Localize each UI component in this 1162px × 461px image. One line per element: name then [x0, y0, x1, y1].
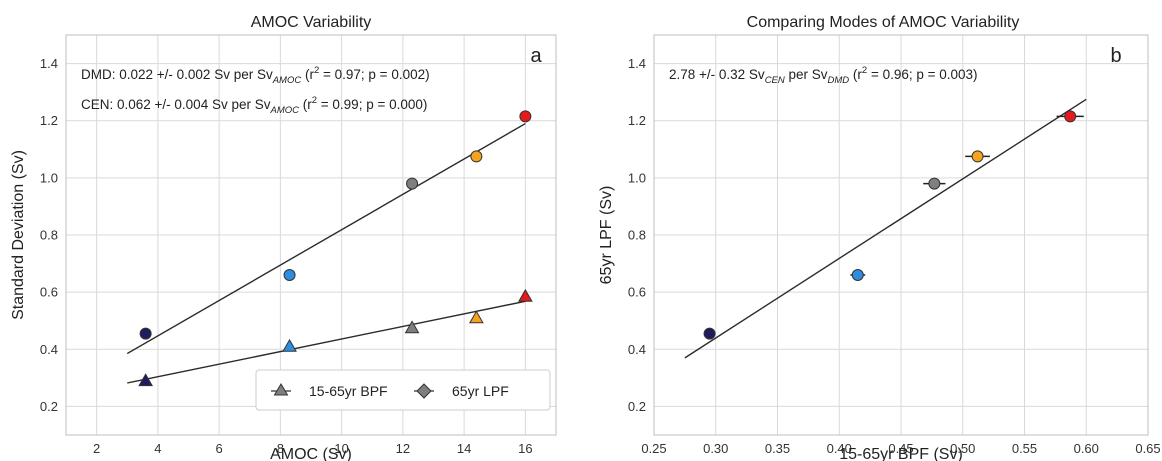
panel-b-annotation: 2.78 +/- 0.32 SvCEN per SvDMD (r2 = 0.96… [669, 65, 978, 86]
y-tick-label: 0.4 [40, 342, 58, 357]
x-tick-label: 8 [277, 441, 284, 456]
fit-line [127, 300, 526, 384]
panel-b-plot-area [653, 34, 1149, 436]
panel-a-grid [66, 35, 556, 435]
panel-b-letter: b [1110, 45, 1121, 67]
panel-b-y-axis-label: 65yr LPF (Sv) [598, 186, 615, 285]
y-tick-label: 0.4 [628, 342, 646, 357]
y-tick-label: 1.2 [40, 113, 58, 128]
triangle-point [404, 320, 420, 334]
panel-b-title: Comparing Modes of AMOC Variability [747, 14, 1020, 31]
panel-a-annotation-cen: CEN: 0.062 +/- 0.004 Sv per SvAMOC (r2 =… [81, 95, 427, 116]
triangle-point [282, 338, 297, 352]
x-tick-label: 14 [457, 441, 471, 456]
legend-triangle-marker [271, 383, 291, 396]
y-tick-label: 1.4 [40, 56, 58, 71]
legend-label-lpf: 65yr LPF [452, 383, 509, 399]
x-tick-label: 4 [154, 441, 161, 456]
circle-point [971, 150, 984, 163]
y-tick-label: 1.0 [40, 170, 58, 185]
x-tick-label: 0.65 [1135, 441, 1160, 456]
x-tick-label: 0.55 [1012, 441, 1037, 456]
panel-a-letter: a [530, 45, 542, 67]
circle-point [519, 110, 532, 123]
panel-a-title: AMOC Variability [251, 14, 372, 31]
legend-diamond-marker [414, 383, 434, 399]
y-tick-label: 1.2 [628, 113, 646, 128]
panel-a-x-axis-label: AMOC (Sv) [270, 446, 352, 461]
circle-point [406, 177, 419, 190]
x-tick-label: 0.45 [888, 441, 913, 456]
x-tick-label: 0.30 [703, 441, 728, 456]
panel-a-y-ticks: 0.2 0.4 0.6 0.8 1.0 1.2 1.4 [40, 56, 58, 414]
circle-point [1064, 110, 1077, 123]
panel-b-y-ticks: 0.2 0.4 0.6 0.8 1.0 1.2 1.4 [628, 56, 646, 414]
x-tick-label: 6 [216, 441, 223, 456]
x-tick-label: 2 [93, 441, 100, 456]
y-tick-label: 0.6 [628, 285, 646, 300]
triangle-point [138, 373, 153, 387]
triangle-point [518, 288, 533, 302]
x-tick-label: 0.40 [827, 441, 852, 456]
circle-point [703, 327, 716, 340]
panel-b-points [703, 110, 1084, 340]
fit-line [126, 122, 526, 355]
circle-point [470, 150, 483, 163]
y-tick-label: 0.6 [40, 285, 58, 300]
panel-b: Comparing Modes of AMOC Variability 0.25… [598, 14, 1161, 461]
panel-a-legend: 15-65yr BPF 65yr LPF [255, 369, 551, 411]
x-tick-label: 0.25 [641, 441, 666, 456]
panel-a-y-axis-label: Standard Deviation (Sv) [10, 150, 27, 320]
legend-label-bpf: 15-65yr BPF [309, 383, 388, 399]
x-tick-label: 0.60 [1074, 441, 1099, 456]
legend-box [255, 369, 551, 411]
circle-point [851, 269, 864, 281]
panel-b-x-axis-label: 15-65yr BPF (Sv) [839, 446, 963, 461]
x-tick-label: 0.50 [950, 441, 975, 456]
fit-line [684, 98, 1087, 359]
y-tick-label: 0.2 [628, 399, 646, 414]
panel-b-grid [653, 35, 1149, 435]
x-tick-label: 0.35 [765, 441, 790, 456]
circle-point [139, 327, 152, 340]
y-tick-label: 1.4 [628, 56, 646, 71]
panel-a-annotation-dmd: DMD: 0.022 +/- 0.002 Sv per SvAMOC (r2 =… [81, 65, 430, 86]
y-tick-label: 0.2 [40, 399, 58, 414]
x-tick-label: 16 [518, 441, 532, 456]
y-tick-label: 0.8 [628, 228, 646, 243]
y-tick-label: 0.8 [40, 228, 58, 243]
panel-a-fit-lines [126, 122, 526, 384]
panel-a-points [138, 110, 533, 387]
circle-point [928, 177, 941, 190]
panel-a-plot-area [65, 34, 557, 436]
panel-b-fit-lines [684, 98, 1087, 359]
panel-a-x-ticks: 2 4 6 8 10 12 14 16 [93, 441, 533, 456]
panel-a: AMOC Variability 2 4 6 8 10 12 14 16 0.20.40.60… [10, 14, 557, 461]
panel-b-x-ticks: 0.25 0.30 0.35 0.40 0.45 0.50 0.55 0.60 0.65 [641, 441, 1160, 456]
x-tick-label: 12 [396, 441, 410, 456]
circle-point [283, 269, 296, 281]
y-tick-label: 1.0 [628, 170, 646, 185]
x-tick-label: 10 [334, 441, 348, 456]
triangle-point [469, 310, 484, 324]
